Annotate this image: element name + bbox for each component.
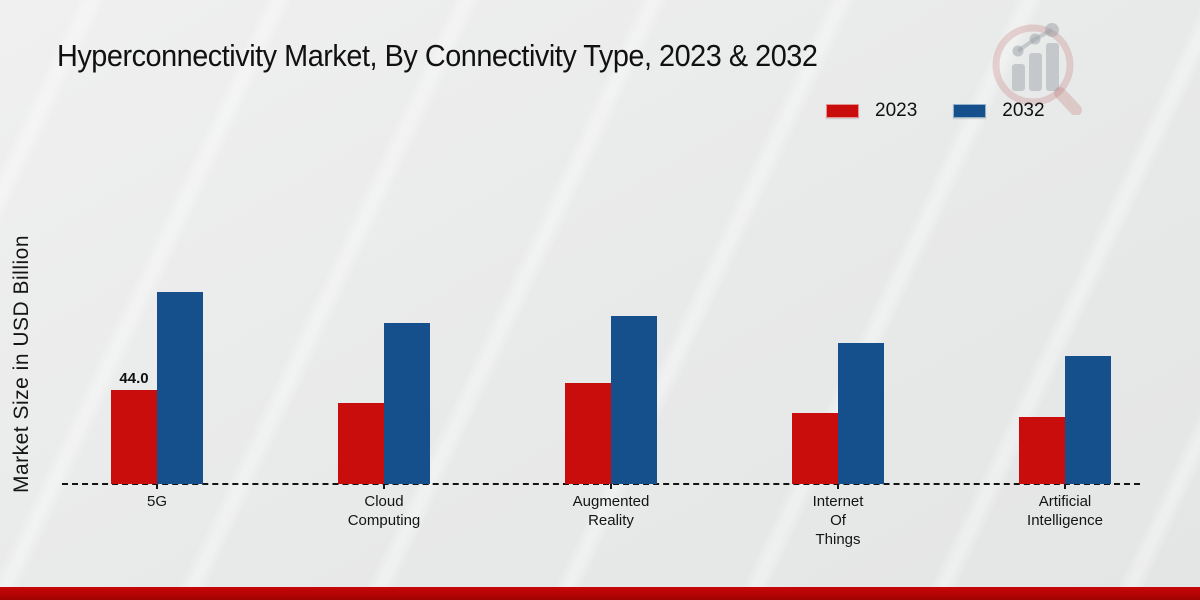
bar-2023-artificial bbox=[1019, 417, 1065, 484]
x-axis-tick bbox=[837, 484, 839, 489]
magnifier-growth-chart-icon bbox=[992, 23, 1082, 115]
legend-item-2032: 2032 bbox=[953, 100, 1045, 122]
category-label-5g: 5G bbox=[146, 493, 167, 510]
legend-swatch-2032 bbox=[953, 104, 987, 118]
bar-2032-5g bbox=[157, 292, 203, 484]
bar-2032-artificial bbox=[1065, 356, 1111, 484]
bar-2023-internet bbox=[792, 413, 838, 484]
chart-title: Hyperconnectivity Market, By Connectivit… bbox=[57, 38, 818, 73]
bar-value-label: 44.0 bbox=[119, 370, 149, 387]
category-label-augmented: Augmented Reality bbox=[572, 493, 650, 529]
category-label-cloud: Cloud Computing bbox=[347, 493, 421, 529]
bar-2023-augmented bbox=[565, 383, 611, 484]
bar-2023-5g bbox=[111, 390, 157, 484]
category-label-artificial: Artificial Intelligence bbox=[1027, 493, 1103, 529]
bar-2023-cloud bbox=[338, 403, 384, 484]
plot-area: 5G Cloud Computing Augmented Reality Intern… bbox=[62, 140, 1140, 548]
legend: 2023 2032 bbox=[826, 100, 1045, 122]
x-axis-tick bbox=[383, 484, 385, 489]
bar-2032-augmented bbox=[611, 316, 657, 484]
legend-label-2032: 2032 bbox=[1002, 100, 1045, 121]
x-axis-tick bbox=[610, 484, 612, 489]
y-axis-label: Market Size in USD Billion bbox=[10, 234, 33, 494]
bar-2032-cloud bbox=[384, 323, 430, 484]
legend-swatch-2023 bbox=[826, 104, 859, 118]
legend-item-2023: 2023 bbox=[826, 100, 917, 122]
category-label-internet: Internet Of Things bbox=[812, 493, 864, 548]
bar-2032-internet bbox=[838, 343, 884, 484]
x-axis-baseline bbox=[62, 483, 1140, 485]
x-axis-tick bbox=[156, 484, 158, 489]
legend-label-2023: 2023 bbox=[875, 100, 918, 121]
footer-red-bar bbox=[0, 587, 1200, 600]
x-axis-tick bbox=[1064, 484, 1066, 489]
